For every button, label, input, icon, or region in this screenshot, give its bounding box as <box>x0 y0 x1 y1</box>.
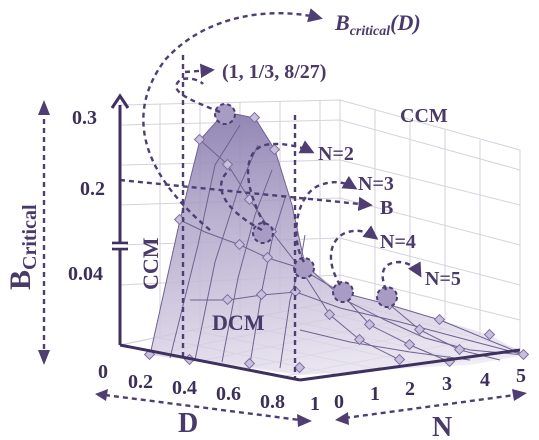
ccm-left-label: CCM <box>138 237 163 290</box>
n-tick-4: 4 <box>480 369 490 391</box>
d-tick-0.4: 0.4 <box>172 377 197 399</box>
ccm-top-label: CCM <box>400 105 448 127</box>
d-tick-0.6: 0.6 <box>216 383 241 405</box>
n5-label: N=5 <box>425 268 461 290</box>
d-tick-0.8: 0.8 <box>260 391 285 413</box>
y-tick-0.3: 0.3 <box>72 107 97 129</box>
d-axis-title: D <box>178 408 198 439</box>
d-tick-0: 0 <box>98 361 108 383</box>
point-label: (1, 1/3, 8/27) <box>222 61 326 83</box>
n3-label: N=3 <box>358 173 394 195</box>
guide-lines <box>119 8 422 378</box>
b-critical-d-label: Bcritical(D) <box>334 10 421 39</box>
b-line-label: B <box>380 197 393 219</box>
d-tick-0.2: 0.2 <box>128 371 153 393</box>
n-axis <box>299 348 521 382</box>
outer-arrows <box>38 100 527 427</box>
d-axis <box>119 343 301 382</box>
y-tick-0.04: 0.04 <box>68 263 103 285</box>
n-tick-3: 3 <box>442 373 452 395</box>
n4-label: N=4 <box>380 231 416 253</box>
n-tick-2: 2 <box>405 378 415 400</box>
n2-label: N=2 <box>318 143 354 165</box>
y-tick-0.2: 0.2 <box>80 178 105 200</box>
axes <box>110 93 521 382</box>
n-axis-title: N <box>432 412 452 440</box>
y-axis-title: BCritical <box>4 204 41 290</box>
dcm-label: DCM <box>212 310 265 335</box>
surface-nodes <box>143 111 530 374</box>
n-tick-1: 1 <box>370 383 380 405</box>
critical-circles <box>214 103 398 308</box>
n-tick-5: 5 <box>516 365 526 387</box>
n-tick-0: 0 <box>334 391 344 413</box>
d-tick-1: 1 <box>310 393 320 415</box>
